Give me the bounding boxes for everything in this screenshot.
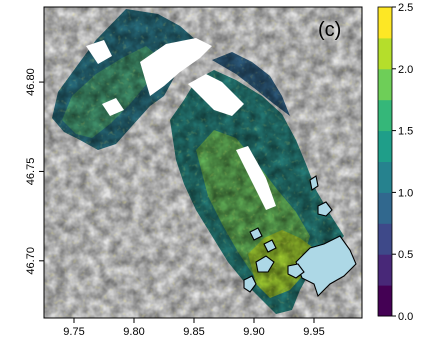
legend-tick-label: 2.0 [398, 64, 413, 76]
no-data-gap-5 [102, 98, 124, 116]
color-legend: 0.0 0.5 1.0 1.5 2.0 2.5 [377, 2, 413, 323]
legend-swatch [378, 192, 392, 224]
x-axis: 9.75 9.80 9.85 9.90 9.95 [63, 318, 325, 338]
legend-swatch [378, 130, 392, 162]
no-data-gap-1 [140, 38, 212, 96]
legend-swatch [378, 99, 392, 132]
no-data-gap-4 [86, 40, 112, 64]
outline-lake-7 [249, 227, 263, 241]
x-tick-label: 9.95 [303, 326, 324, 338]
outline-lake-4 [243, 275, 257, 293]
outline-lake-6 [309, 175, 319, 191]
y-tick-label: 46.75 [25, 158, 37, 186]
legend-tick-label: 1.0 [398, 187, 413, 199]
outline-lake-8 [263, 239, 277, 253]
outline-lake-3 [287, 263, 305, 279]
legend-tick-label: 1.5 [398, 126, 413, 138]
x-tick-label: 9.85 [183, 326, 204, 338]
legend-swatch [378, 68, 392, 101]
y-axis: 46.70 46.75 46.80 [25, 68, 44, 275]
legend-swatch [378, 254, 392, 286]
outline-lake-2 [255, 255, 275, 273]
legend-tick-label: 2.5 [398, 2, 413, 14]
outline-lake-large [295, 235, 357, 298]
no-data-gap-3 [236, 146, 276, 210]
legend-tick-label: 0.0 [398, 311, 413, 323]
raster-layer [44, 7, 362, 318]
legend-swatch [378, 37, 392, 70]
legend-frame [377, 6, 393, 317]
x-tick-label: 9.90 [243, 326, 264, 338]
plot-frame [43, 6, 363, 319]
outline-lake-5 [317, 201, 333, 217]
legend-swatch [378, 7, 392, 39]
no-data-gap-2 [188, 74, 244, 116]
outline-polygons [243, 175, 357, 298]
legend-tick-label: 0.5 [398, 249, 413, 261]
x-tick-label: 9.80 [123, 326, 144, 338]
y-tick-label: 46.70 [25, 247, 37, 275]
panel-label: (c) [318, 19, 341, 41]
legend-swatch [378, 285, 392, 317]
legend-swatch [378, 223, 392, 255]
legend-swatch [378, 161, 392, 193]
y-tick-label: 46.80 [25, 68, 37, 96]
x-tick-label: 9.75 [63, 326, 84, 338]
